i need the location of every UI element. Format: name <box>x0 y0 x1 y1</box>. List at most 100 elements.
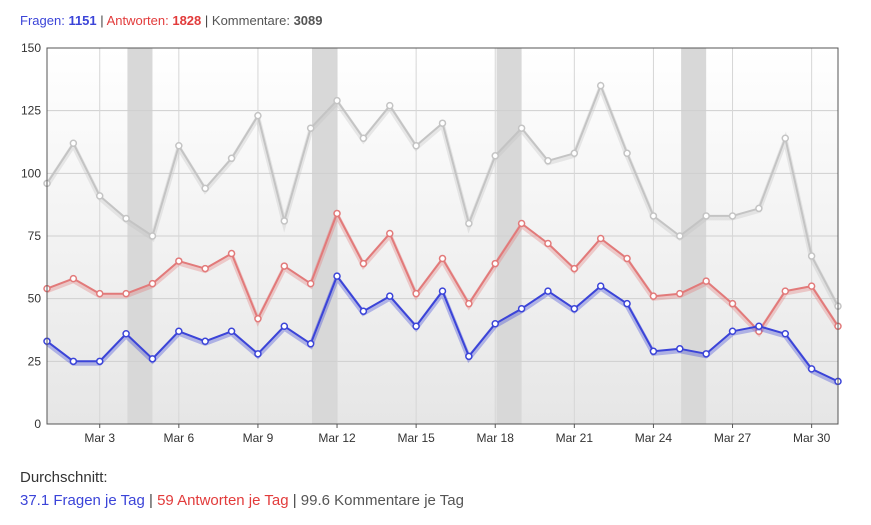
kommentare-point <box>676 232 684 240</box>
y-tick-label: 75 <box>28 229 42 243</box>
fragen-count: 1151 <box>68 13 97 28</box>
antworten-point <box>227 249 236 258</box>
kommentare-point <box>807 252 816 260</box>
fragen-point <box>412 322 420 330</box>
antworten-point <box>175 257 183 265</box>
fragen-point <box>544 287 552 295</box>
x-tick-label: Mar 12 <box>318 431 356 445</box>
kommentare-point <box>201 184 209 193</box>
kommentare-point <box>491 152 499 160</box>
antworten-point <box>676 289 684 298</box>
kommentare-point <box>517 124 526 132</box>
antworten-point <box>596 234 605 243</box>
x-tick-label: Mar 6 <box>163 431 194 445</box>
fragen-point <box>728 327 737 336</box>
fragen-point <box>306 340 315 348</box>
kommentare-point <box>781 134 790 142</box>
antworten-point <box>438 254 447 263</box>
x-tick-label: Mar 3 <box>84 431 115 445</box>
fragen-point <box>175 327 183 336</box>
antworten-point <box>570 264 579 273</box>
antworten-point <box>544 239 552 248</box>
x-tick-label: Mar 27 <box>714 431 752 445</box>
antworten-point <box>649 292 658 300</box>
kommentare-point <box>649 212 658 220</box>
kommentare-point <box>623 149 631 158</box>
antworten-point <box>517 219 526 228</box>
fragen-point <box>807 365 816 373</box>
separator: | <box>148 492 153 509</box>
antworten-count: 1828 <box>172 13 202 28</box>
antworten-average: 59 Antworten je Tag <box>157 492 289 509</box>
antworten-point <box>280 262 289 270</box>
fragen-point <box>649 347 658 356</box>
fragen-point <box>333 272 341 280</box>
antworten-point <box>333 209 341 218</box>
antworten-point <box>201 264 209 273</box>
separator: | <box>204 13 209 28</box>
antworten-label: Antworten: <box>106 13 169 28</box>
antworten-point <box>491 259 499 268</box>
x-tick-label: Mar 30 <box>793 431 831 445</box>
kommentare-point <box>702 212 710 220</box>
x-tick-label: Mar 24 <box>635 431 673 445</box>
fragen-point <box>227 327 236 336</box>
averages-footer: Durchschnitt: 37.1 Fragen je Tag | 59 An… <box>20 466 464 512</box>
averages-line: 37.1 Fragen je Tag | 59 Antworten je Tag… <box>20 489 464 512</box>
fragen-point <box>201 337 209 346</box>
fragen-point <box>570 304 579 313</box>
fragen-point <box>517 304 526 313</box>
antworten-point <box>465 299 473 308</box>
x-tick-label: Mar 15 <box>397 431 435 445</box>
kommentare-point <box>755 204 763 213</box>
series-group <box>43 80 842 386</box>
x-tick-label: Mar 21 <box>556 431 594 445</box>
kommentare-point <box>148 232 157 240</box>
fragen-point <box>755 322 763 330</box>
fragen-point <box>596 282 605 290</box>
fragen-point <box>676 345 684 353</box>
antworten-point <box>702 277 710 285</box>
fragen-point <box>359 307 368 315</box>
kommentare-point <box>175 142 183 150</box>
kommentare-point <box>412 142 420 150</box>
kommentare-label: Kommentare: <box>211 13 290 28</box>
antworten-point <box>728 299 737 308</box>
kommentare-point <box>95 192 104 200</box>
x-tick-label: Mar 18 <box>477 431 515 445</box>
kommentare-average: 99.6 Kommentare je Tag <box>300 492 464 509</box>
antworten-point <box>122 289 130 298</box>
kommentare-point <box>544 157 552 165</box>
plot-border <box>46 47 839 425</box>
antworten-point <box>807 282 816 290</box>
fragen-point <box>702 350 710 358</box>
antworten-point <box>359 259 368 268</box>
kommentare-point <box>254 111 262 120</box>
fragen-point <box>148 355 157 363</box>
y-tick-label: 125 <box>21 104 41 118</box>
kommentare-point <box>386 101 394 110</box>
fragen-point <box>438 287 447 295</box>
kommentare-point <box>333 96 341 105</box>
axes: 0 25 50 75 100 125 150 Mar 3 Mar 6 Mar 9 Mar 12 Mar… <box>21 41 839 445</box>
antworten-point <box>781 287 790 295</box>
antworten-point <box>254 314 262 323</box>
kommentare-point <box>69 139 78 148</box>
kommentare-point <box>359 134 368 142</box>
kommentare-point <box>438 119 447 127</box>
kommentare-point <box>306 124 315 132</box>
y-tick-label: 100 <box>21 166 41 180</box>
y-tick-label: 150 <box>21 41 41 55</box>
fragen-point <box>465 352 473 361</box>
separator: | <box>100 13 104 28</box>
x-tick-label: Mar 9 <box>243 431 274 445</box>
fragen-point <box>69 357 78 366</box>
fragen-label: Fragen: <box>20 13 65 28</box>
antworten-point <box>69 274 78 283</box>
antworten-point <box>386 229 394 238</box>
fragen-point <box>386 292 394 300</box>
activity-line-chart: 0 25 50 75 100 125 150 Mar 3 Mar 6 Mar 9 Mar 12 Mar… <box>21 41 842 445</box>
kommentare-point <box>728 212 737 220</box>
separator: | <box>292 492 297 509</box>
fragen-point <box>491 319 499 328</box>
